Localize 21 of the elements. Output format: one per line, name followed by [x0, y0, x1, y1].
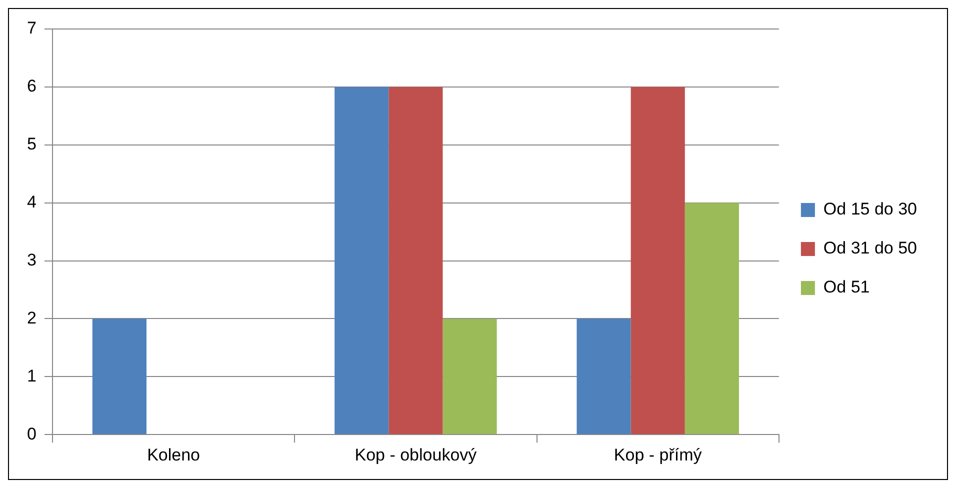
bar: [388, 86, 443, 434]
legend-label: Od 51: [823, 278, 870, 297]
bar: [630, 86, 685, 434]
bar: [92, 318, 146, 434]
x-tick-label: Kop - obloukový: [354, 445, 478, 464]
y-tick-label: 6: [26, 76, 36, 96]
x-tick-label: Kop - přímý: [614, 445, 702, 464]
bar: [334, 86, 389, 434]
y-tick-label: 1: [26, 366, 36, 386]
bar: [576, 318, 631, 434]
x-tick-label: Koleno: [147, 445, 200, 464]
bar: [442, 318, 497, 434]
y-tick-label: 7: [26, 18, 36, 38]
legend-label: Od 31 do 50: [823, 238, 918, 258]
y-tick-label: 2: [26, 308, 36, 328]
legend-label: Od 15 do 30: [823, 200, 918, 219]
y-tick-label: 0: [26, 424, 36, 444]
y-tick-label: 3: [26, 250, 36, 270]
bar: [684, 202, 739, 434]
y-tick-label: 5: [26, 134, 36, 154]
y-tick-label: 4: [26, 192, 36, 212]
